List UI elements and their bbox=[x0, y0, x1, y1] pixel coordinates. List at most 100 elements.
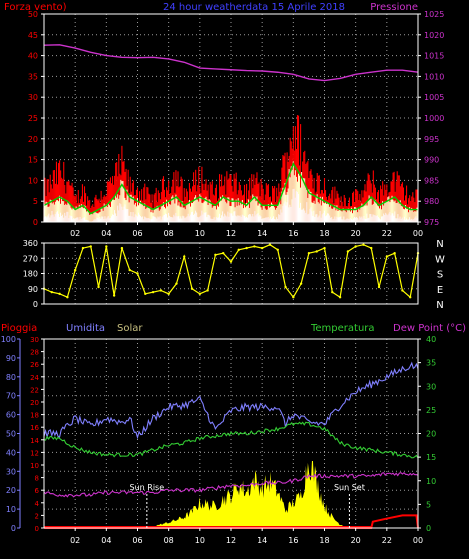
x-tick-label: 04 bbox=[101, 536, 111, 545]
pressure-line bbox=[43, 44, 419, 82]
wind-direction-point bbox=[105, 245, 108, 248]
humidity-tick-label: 10 bbox=[6, 505, 16, 514]
x-tick-label: 08 bbox=[164, 536, 174, 545]
temperature-tick-label: 40 bbox=[426, 335, 436, 344]
wind-direction-point bbox=[338, 296, 342, 299]
wind-direction-point bbox=[307, 251, 311, 255]
wind-direction-point bbox=[58, 292, 61, 296]
x-tick-label: 16 bbox=[288, 229, 298, 238]
x-tick-label: 14 bbox=[257, 536, 267, 545]
chart-title: 24 hour weatherdata 15 Aprile 2018 bbox=[163, 2, 345, 13]
direction-tick-label: 90 bbox=[28, 285, 38, 294]
humidity-tick-label: 80 bbox=[6, 373, 16, 382]
x-tick-label: 18 bbox=[319, 229, 329, 238]
wind-direction-point bbox=[73, 268, 77, 272]
solar-area bbox=[146, 460, 350, 528]
pressure-tick-label: 1000 bbox=[424, 114, 444, 123]
cardinal-label: N bbox=[436, 239, 443, 250]
wind-direction-point bbox=[268, 243, 272, 246]
wind-direction-point bbox=[354, 245, 357, 248]
pressure-axis-label: Pressione bbox=[370, 2, 418, 13]
cardinal-label: N bbox=[436, 300, 443, 311]
wind-direction-point bbox=[97, 285, 100, 289]
wind-direction-point bbox=[151, 290, 155, 294]
wind-direction-point bbox=[401, 289, 404, 292]
humidity-tick-label: 50 bbox=[6, 430, 16, 439]
rain-axis-label: Pioggia bbox=[1, 323, 37, 334]
wind-direction-point bbox=[409, 296, 412, 299]
x-tick-label: 20 bbox=[351, 229, 361, 238]
x-tick-label: 14 bbox=[257, 229, 267, 238]
wind-tick-label: 25 bbox=[28, 114, 38, 123]
wind-direction-point bbox=[81, 246, 85, 250]
x-tick-label: 00 bbox=[413, 536, 423, 545]
wind-direction-point bbox=[237, 248, 240, 251]
rain-tick-label: 8 bbox=[35, 475, 39, 483]
rain-tick-label: 20 bbox=[30, 399, 39, 407]
wind-direction-point bbox=[198, 292, 202, 296]
temperature-tick-label: 5 bbox=[426, 500, 431, 509]
rain-tick-label: 2 bbox=[35, 512, 39, 520]
x-tick-label: 04 bbox=[101, 229, 111, 238]
wind-direction-point bbox=[144, 292, 147, 296]
direction-tick-label: 180 bbox=[23, 270, 38, 279]
temperature-tick-label: 25 bbox=[426, 406, 436, 415]
wind-axis-label: Forza vento) bbox=[4, 2, 67, 13]
rain-tick-label: 4 bbox=[35, 500, 40, 508]
rain-tick-label: 16 bbox=[30, 424, 39, 432]
wind-average-line bbox=[43, 162, 418, 215]
x-tick-label: 22 bbox=[382, 229, 392, 238]
pressure-tick-label: 1020 bbox=[424, 31, 444, 40]
wind-direction-point bbox=[159, 289, 163, 292]
wind-direction-point bbox=[323, 246, 326, 250]
annotation-label: Sun Rise bbox=[130, 483, 165, 492]
pressure-tick-label: 1010 bbox=[424, 72, 444, 81]
x-tick-label: 06 bbox=[132, 536, 142, 545]
wind-pressure-panel: 0510152025303540455097598098599099510001… bbox=[28, 10, 445, 238]
solar-axis-label: Solar bbox=[117, 323, 143, 334]
wind-tick-label: 15 bbox=[28, 156, 38, 165]
temperature-tick-label: 30 bbox=[426, 382, 436, 391]
x-tick-label: 10 bbox=[195, 229, 205, 238]
wind-direction-point bbox=[284, 285, 287, 289]
humidity-axis-label: Umidita bbox=[66, 323, 105, 334]
direction-tick-label: 360 bbox=[23, 239, 38, 248]
x-tick-label: 02 bbox=[70, 229, 80, 238]
x-tick-label: 16 bbox=[288, 536, 298, 545]
humidity-line bbox=[43, 361, 419, 440]
wind-direction-point bbox=[362, 243, 365, 246]
rain-tick-label: 28 bbox=[30, 349, 39, 357]
humidity-tick-label: 30 bbox=[6, 467, 16, 476]
x-tick-label: 06 bbox=[132, 229, 142, 238]
rain-tick-label: 6 bbox=[35, 487, 40, 495]
wind-direction-point bbox=[190, 287, 194, 290]
wind-tick-label: 20 bbox=[28, 135, 38, 144]
temperature-tick-label: 0 bbox=[426, 524, 431, 533]
wind-direction-point bbox=[385, 255, 389, 258]
wind-direction-point bbox=[66, 296, 69, 299]
pressure-tick-label: 995 bbox=[424, 135, 439, 144]
x-tick-label: 08 bbox=[164, 229, 174, 238]
rain-tick-label: 22 bbox=[30, 386, 39, 394]
wind-direction-point bbox=[229, 260, 233, 263]
wind-tick-label: 50 bbox=[28, 10, 38, 19]
rain-tick-label: 14 bbox=[30, 437, 39, 445]
rain-tick-label: 18 bbox=[30, 412, 39, 420]
dew-point-axis-label: Dew Point (°C) bbox=[393, 323, 466, 334]
temperature-tick-label: 15 bbox=[426, 453, 436, 462]
wind-direction-point bbox=[222, 251, 225, 255]
rain-tick-label: 10 bbox=[30, 462, 39, 470]
wind-direction-point bbox=[120, 246, 124, 250]
pressure-tick-label: 980 bbox=[424, 197, 439, 206]
wind-direction-point bbox=[393, 251, 396, 255]
wind-direction-point bbox=[214, 253, 217, 257]
temperature-line bbox=[43, 421, 419, 459]
x-tick-label: 18 bbox=[319, 536, 329, 545]
rain-humidity-temperature-panel: Sun Rise Sun Set0102030405060708090100024… bbox=[1, 335, 436, 545]
wind-direction-point bbox=[183, 255, 186, 258]
wind-tick-label: 10 bbox=[28, 176, 38, 185]
wind-direction-point bbox=[89, 245, 92, 248]
x-tick-label: 12 bbox=[226, 229, 236, 238]
